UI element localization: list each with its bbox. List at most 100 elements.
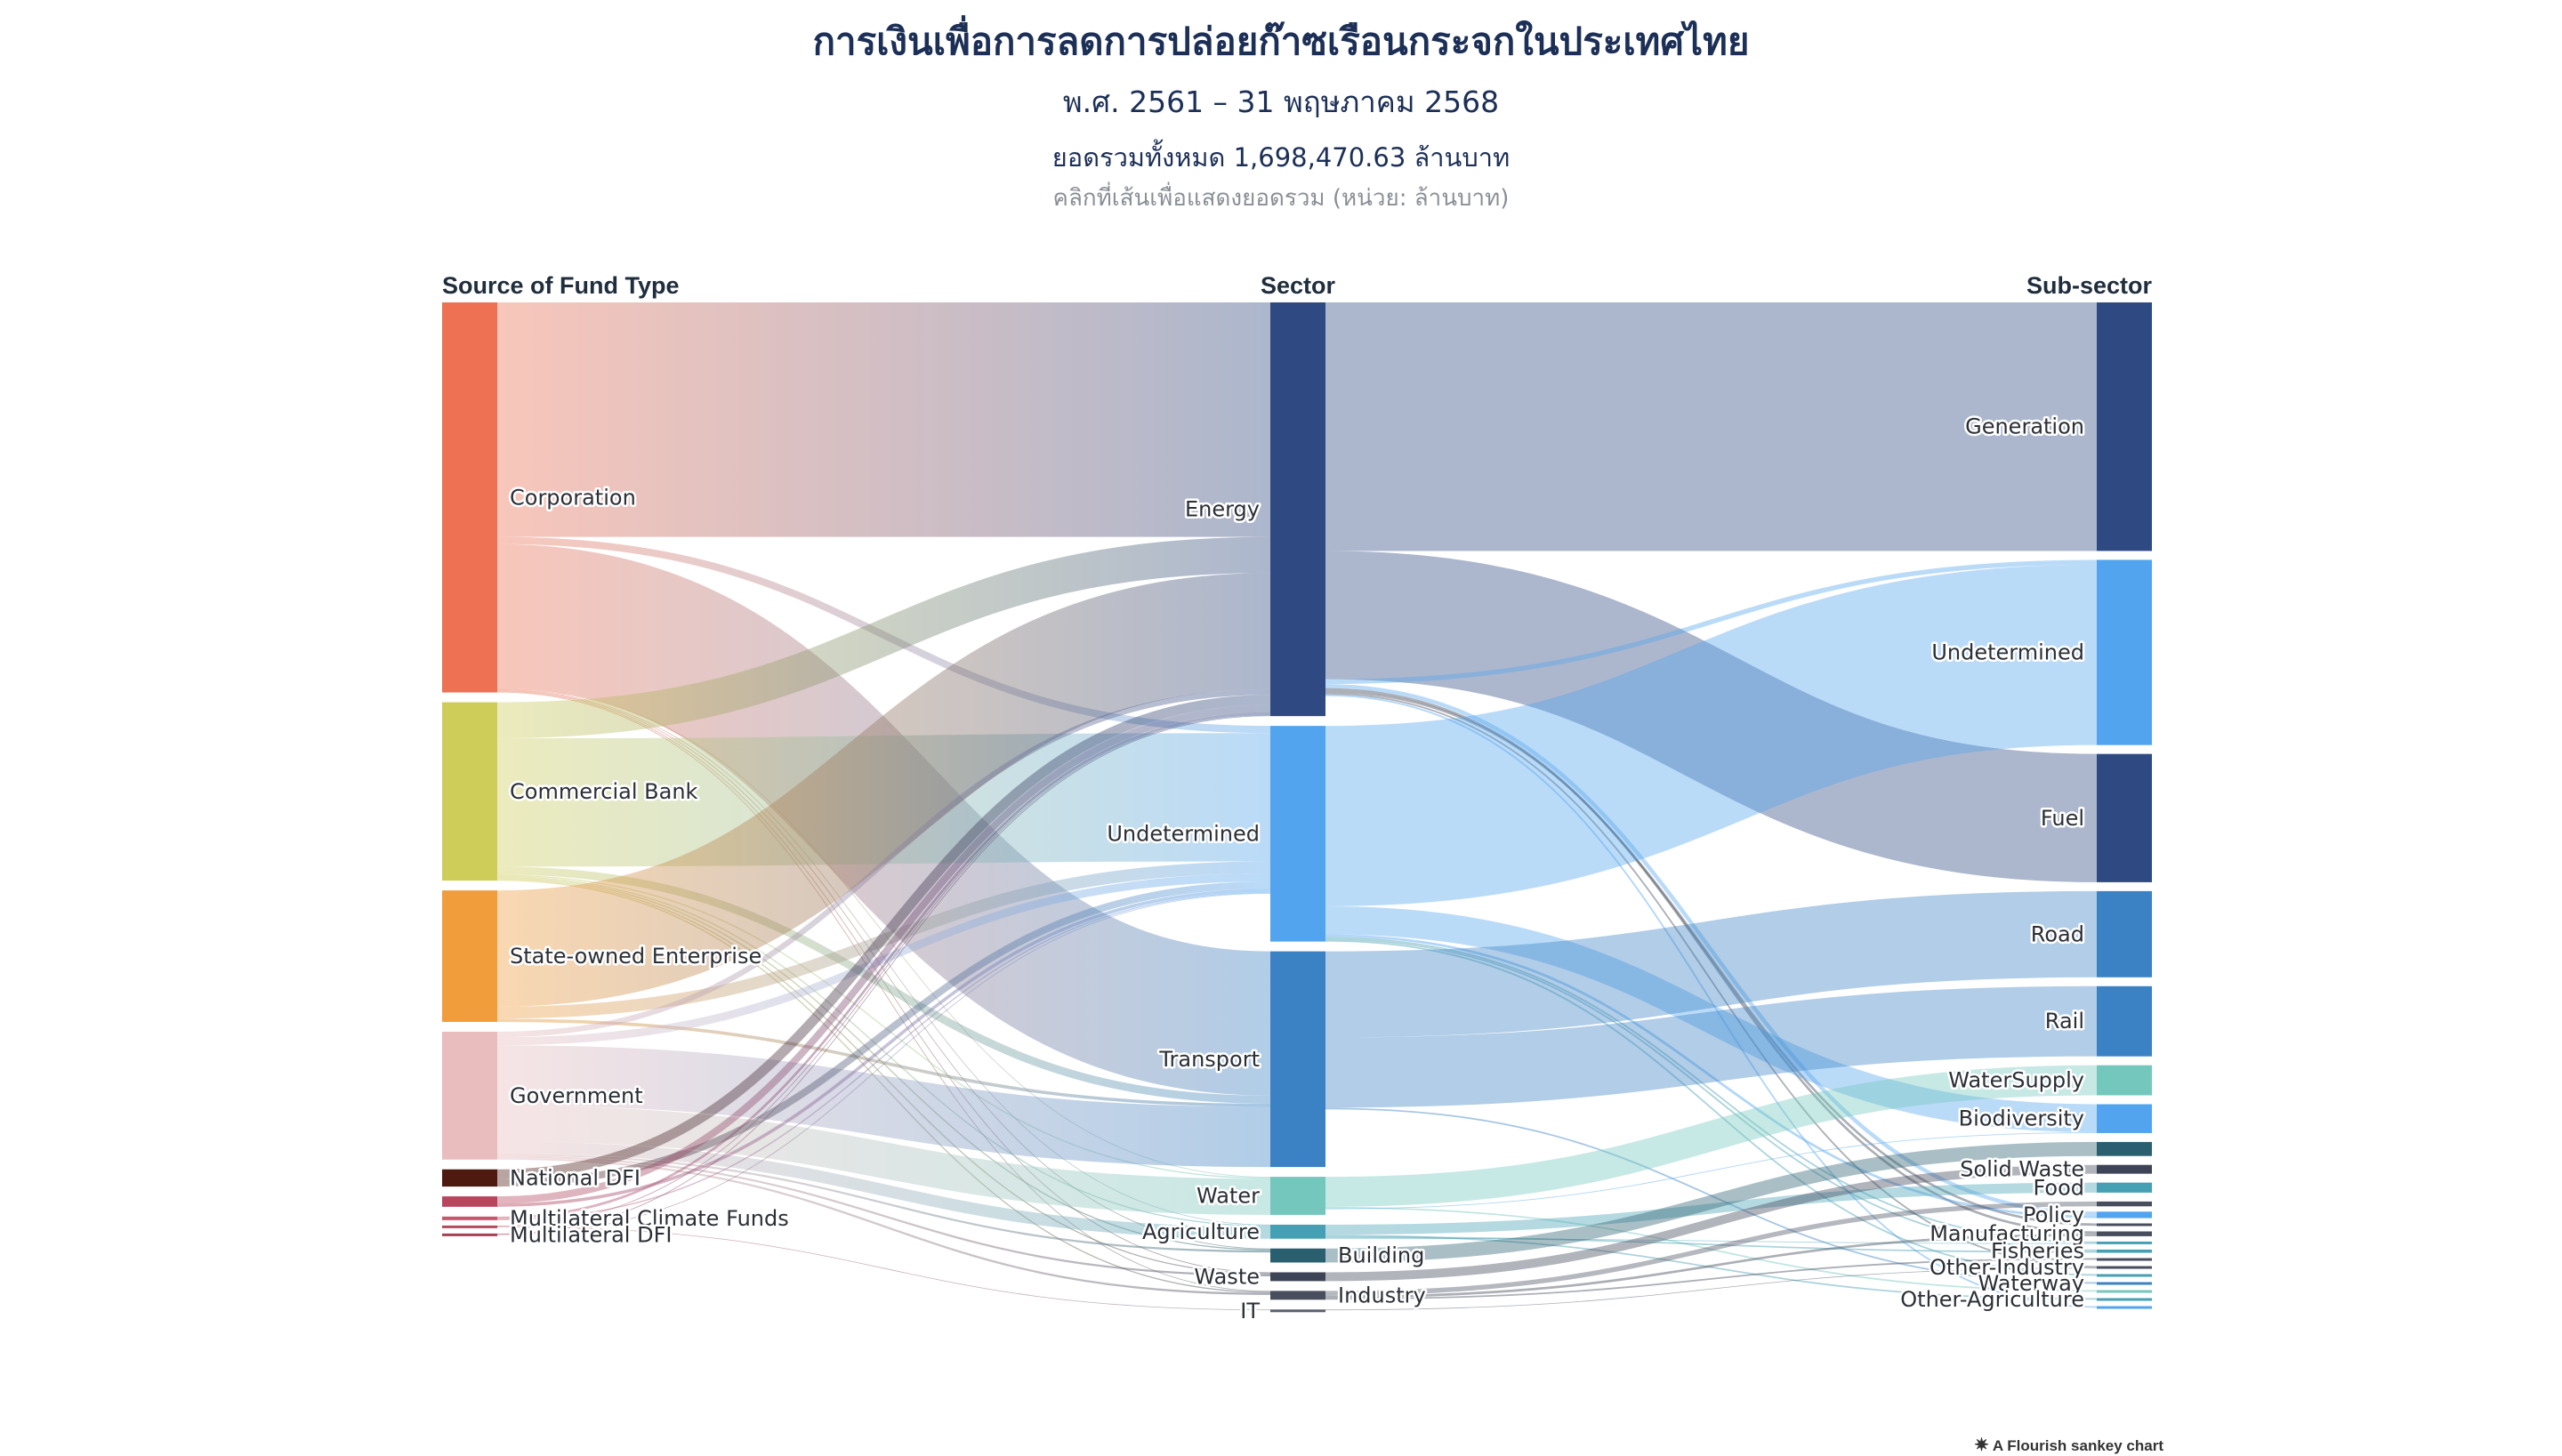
node-x5[interactable] [2097, 1274, 2152, 1277]
node-label-industry-halo: Industry [1338, 1283, 1426, 1307]
link-agriculture-to-food[interactable] [1325, 1182, 2098, 1235]
link-corporation-to-industry[interactable] [496, 691, 1271, 1292]
node-multilateral-climate-funds[interactable] [442, 1216, 497, 1220]
node-undetermined[interactable] [1270, 726, 1325, 942]
column-header-source-of-fund-type: Source of Fund Type [442, 272, 680, 299]
link-water-to-watersupply[interactable] [1325, 1065, 2098, 1207]
link-agriculture-to-fisheries[interactable] [1325, 1235, 2098, 1253]
node-other-agriculture[interactable] [2097, 1298, 2152, 1301]
link-energy-to-manufacturing[interactable] [1325, 688, 2098, 1235]
node-industry[interactable] [1270, 1291, 1325, 1300]
link-multilateral-dfi-to-energy[interactable] [496, 715, 1271, 1235]
link-state-owned-enterprise-to-energy[interactable] [496, 573, 1271, 1007]
link-transport-to-waterway[interactable] [1325, 1107, 2098, 1284]
link-government-to-water[interactable] [496, 1105, 1271, 1215]
link-energy-to-x2[interactable] [1325, 690, 2098, 1227]
node-s6[interactable] [442, 1196, 497, 1207]
link-agriculture-to-other-agriculture[interactable] [1325, 1235, 2098, 1300]
link-government-to-energy[interactable] [496, 688, 1271, 1038]
flourish-credit[interactable]: ✷ A Flourish sankey chart [1974, 1434, 2163, 1456]
node-label-undetermined-halo: Undetermined [1931, 640, 2084, 665]
link-government-to-transport[interactable] [496, 1045, 1271, 1168]
link-national-dfi-to-energy[interactable] [496, 695, 1271, 1179]
node-x4[interactable] [2097, 1258, 2152, 1261]
node-road[interactable] [2097, 890, 2152, 977]
node-label-solid-waste: Solid Waste [1960, 1157, 2084, 1182]
link-agriculture-to-x3[interactable] [1325, 1237, 2098, 1244]
node-bld2[interactable] [2097, 1141, 2152, 1156]
node-food[interactable] [2097, 1182, 2152, 1193]
link-s8-to-it[interactable] [496, 1226, 1271, 1311]
link-government-to-building[interactable] [496, 1153, 1271, 1253]
node-fisheries[interactable] [2097, 1249, 2152, 1253]
node-x7[interactable] [2097, 1306, 2152, 1309]
node-transport[interactable] [1270, 951, 1325, 1168]
node-fuel[interactable] [2097, 753, 2152, 882]
node-corporation[interactable] [442, 302, 497, 693]
node-state-owned-enterprise[interactable] [442, 890, 497, 1022]
link-energy-to-other-industry[interactable] [1325, 692, 2098, 1268]
node-label-agriculture-halo: Agriculture [1142, 1219, 1260, 1244]
node-agriculture[interactable] [1270, 1224, 1325, 1239]
node-waterway[interactable] [2097, 1282, 2152, 1285]
node-label-national-dfi: National DFI [510, 1165, 640, 1190]
node-energy[interactable] [1270, 302, 1325, 717]
link-water-to-x6[interactable] [1325, 1206, 2098, 1292]
link-undetermined-to-undetermined[interactable] [1325, 564, 2098, 906]
node-policy[interactable] [2097, 1211, 2152, 1219]
node-x2[interactable] [2097, 1223, 2152, 1227]
node-label-watersupply: WaterSupply [1948, 1068, 2084, 1093]
link-state-owned-enterprise-to-transport[interactable] [496, 1018, 1271, 1107]
link-multilateral-climate-funds-to-undetermined[interactable] [496, 891, 1271, 1220]
node-biodiversity[interactable] [2097, 1104, 2152, 1133]
link-national-dfi-to-undetermined[interactable] [496, 881, 1271, 1187]
link-waste-to-solid-waste[interactable] [1325, 1164, 2098, 1282]
link-industry-to-x1[interactable] [1325, 1201, 2098, 1296]
node-waste[interactable] [1270, 1272, 1325, 1282]
column-headers: Source of Fund Type Sector Sub-sector [442, 272, 2152, 299]
node-label-other-agriculture: Other-Agriculture [1900, 1287, 2084, 1312]
node-rail[interactable] [2097, 985, 2152, 1057]
node-generation[interactable] [2097, 302, 2152, 551]
node-label-commercial-bank: Commercial Bank [510, 779, 698, 804]
node-other-industry[interactable] [2097, 1266, 2152, 1269]
link-multilateral-climate-funds-to-energy[interactable] [496, 712, 1271, 1219]
node-water[interactable] [1270, 1177, 1325, 1215]
node-watersupply[interactable] [2097, 1065, 2152, 1096]
link-commercial-bank-to-energy[interactable] [496, 536, 1271, 739]
node-solid-waste[interactable] [2097, 1164, 2152, 1174]
link-energy-to-undetermined[interactable] [1325, 559, 2098, 685]
node-multilateral-dfi[interactable] [442, 1233, 497, 1236]
link-industry-to-manufacturing[interactable] [1325, 1234, 2098, 1299]
node-commercial-bank[interactable] [442, 702, 497, 881]
node-x1[interactable] [2097, 1201, 2152, 1207]
link-industry-to-x4[interactable] [1325, 1258, 2098, 1300]
node-national-dfi[interactable] [442, 1169, 497, 1187]
link-water-to-biodiversity[interactable] [1325, 1132, 2098, 1210]
link-transport-to-rail[interactable] [1325, 985, 2098, 1108]
link-energy-to-policy[interactable] [1325, 684, 2098, 1216]
node-x3[interactable] [2097, 1241, 2152, 1244]
link-undetermined-to-fisheries[interactable] [1325, 938, 2098, 1251]
link-building-to-bld2[interactable] [1325, 1141, 2098, 1263]
node-x6[interactable] [2097, 1290, 2152, 1293]
link-s8-to-energy[interactable] [496, 714, 1271, 1227]
link-multilateral-dfi-to-undetermined[interactable] [496, 893, 1271, 1235]
link-undetermined-to-biodiversity[interactable] [1325, 905, 2098, 1133]
link-s6-to-undetermined[interactable] [496, 889, 1271, 1207]
link-undetermined-to-policy[interactable] [1325, 934, 2098, 1219]
node-manufacturing[interactable] [2097, 1231, 2152, 1236]
link-transport-to-road[interactable] [1325, 890, 2098, 1038]
node-it[interactable] [1270, 1309, 1325, 1313]
link-it-to-other-industry[interactable] [1325, 1267, 2098, 1311]
node-s8[interactable] [442, 1225, 497, 1228]
link-s6-to-energy[interactable] [496, 704, 1271, 1204]
link-energy-to-x7[interactable] [1325, 694, 2098, 1308]
link-undetermined-to-x3[interactable] [1325, 937, 2098, 1243]
link-undetermined-to-x5[interactable] [1325, 939, 2098, 1276]
node-undetermined[interactable] [2097, 559, 2152, 745]
node-government[interactable] [442, 1031, 497, 1160]
node-building[interactable] [1270, 1248, 1325, 1263]
chart-hint: คลิกที่เส้นเพื่อแสดงยอดรวม (หน่วย: ล้านบ… [1052, 185, 1510, 212]
link-energy-to-fuel[interactable] [1325, 551, 2098, 882]
